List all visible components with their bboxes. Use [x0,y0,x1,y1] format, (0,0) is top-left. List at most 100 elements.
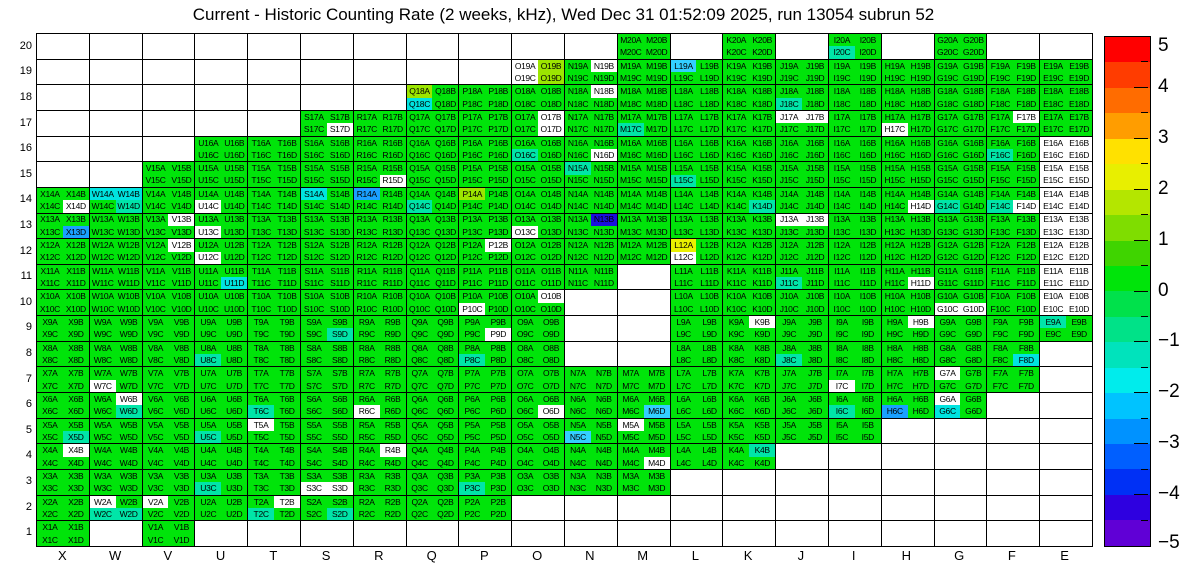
channel-label: Q15C [409,175,431,186]
quadrant-T11A: T11A [248,264,275,278]
channel-label: T13A [251,214,271,225]
channel-label: R4A [358,445,375,456]
quadrant-X7B: X7B [62,367,89,380]
channel-label: L12B [700,240,719,251]
quadrant-J14A: J14A [776,187,803,201]
channel-label: T5D [279,431,295,442]
channel-label: N7A [570,368,586,379]
channel-label: V4B [173,445,190,456]
quadrant-O11D: O11D [538,277,564,290]
y-axis-label-13: 13 [19,219,32,231]
quadrant-R13A: R13A [353,213,380,226]
channel-label: J6B [808,394,822,404]
channel-label: L18D [699,98,719,109]
channel-label: R7B [384,368,401,379]
cell-W20 [89,34,142,59]
quadrant-W3C: W3C [89,482,116,495]
channel-label: S4D [332,457,348,468]
cell-O12: O12A O12B O12C O12D [512,239,564,264]
channel-label: T4B [279,445,295,456]
channel-label: W14C [91,201,115,212]
channel-label: E10C [1043,303,1064,314]
quadrant-M3D: M3D [643,482,670,495]
channel-label: R5D [384,431,401,442]
quadrant-I12A: I12A [828,239,855,252]
quadrant-E17A: E17A [1040,110,1067,124]
channel-label: T16D [277,149,297,160]
channel-label: H13C [884,226,906,237]
channel-label: G12B [963,240,984,251]
quadrant-K20A: K20A [723,34,750,47]
quadrant-L11C: L11C [670,277,697,290]
channel-label: S7A [306,368,322,379]
quadrant-V14B: V14B [168,187,195,201]
quadrant-J11A: J11A [776,264,803,278]
channel-label: R10D [382,303,403,314]
quadrant-Q11D: Q11D [432,277,459,290]
channel-label: V13C [145,226,166,237]
channel-label: J17A [780,111,799,122]
channel-label: E18A [1043,86,1063,97]
channel-label: R15D [382,175,403,186]
quadrant-R2C: R2C [353,508,380,521]
cell-K17: K17A K17B K17C K17D [723,110,776,136]
quadrant-K9D: K9D [749,328,776,341]
channel-label: U10C [198,303,219,314]
quadrant-J19A: J19A [776,59,803,72]
cell-U6: U6A U6B U6C U6D [195,393,248,418]
quadrant-H14C: H14C [881,200,908,213]
channel-label: T9B [279,317,295,328]
quadrant-K9A: K9A [723,316,750,329]
quadrant-R11D: R11D [379,277,406,290]
quadrant-S7A: S7A [300,367,327,380]
cell-O11: O11A O11B O11C O11D [512,264,564,290]
quadrant-U6A: U6A [195,393,222,406]
quadrant-F10D: F10D [1013,302,1040,316]
channel-label: P5A [464,419,480,430]
quadrant-N11C: N11C [564,277,591,290]
cell-U9: U9A U9B U9C U9D [195,316,248,341]
channel-label: R12A [356,240,377,251]
quadrant-X1A: X1A [37,521,63,534]
quadrant-K19C: K19C [723,71,750,85]
quadrant-O10C: O10C [512,302,539,316]
channel-label: O8D [542,355,560,366]
channel-label: R6B [384,394,401,404]
cell-R1 [353,521,406,546]
cell-K18: K18A K18B K18C K18D [723,85,776,110]
quadrant-R14B: R14B [379,187,406,201]
quadrant-G13C: G13C [934,225,961,239]
cell-Q10: Q10A Q10B Q10C Q10D [406,290,459,316]
channel-label: K17D [752,124,773,135]
cell-N2 [564,495,617,521]
channel-label: K5D [754,431,771,442]
colorbar-tick-label-0: 0 [1158,279,1169,301]
cell-Q4: Q4A Q4B Q4C Q4D [406,444,459,470]
channel-label: S16D [329,149,350,160]
quadrant-Q15D: Q15D [432,174,459,187]
channel-label: E12A [1043,240,1063,251]
channel-label: S16A [304,137,324,148]
channel-label: M19D [645,72,668,83]
channel-label: T10D [277,303,297,314]
quadrant-K13D: K13D [749,225,776,239]
quadrant-H7A: H7A [881,367,908,380]
quadrant-I6A: I6A [828,393,855,406]
channel-label: O16D [540,149,562,160]
channel-label: L6D [702,406,717,417]
cell-M14: M14A M14B M14C M14D [617,187,670,213]
channel-label: W4A [93,445,112,456]
quadrant-P8A: P8A [459,341,486,355]
cell-K14: K14A K14B K14C K14D [723,187,776,213]
channel-label: Q12C [409,252,431,263]
cell-P19 [459,59,512,85]
quadrant-M7A: M7A [617,367,644,380]
quadrant-U9C: U9C [195,328,222,341]
quadrant-O6A: O6A [512,393,539,406]
quadrant-T4B: T4B [274,444,300,457]
channel-label: W6C [93,406,112,417]
quadrant-K15A: K15A [723,162,750,175]
channel-label: R12B [382,240,403,251]
channel-label: N5C [569,431,586,442]
quadrant-H17D: H17D [907,123,934,136]
